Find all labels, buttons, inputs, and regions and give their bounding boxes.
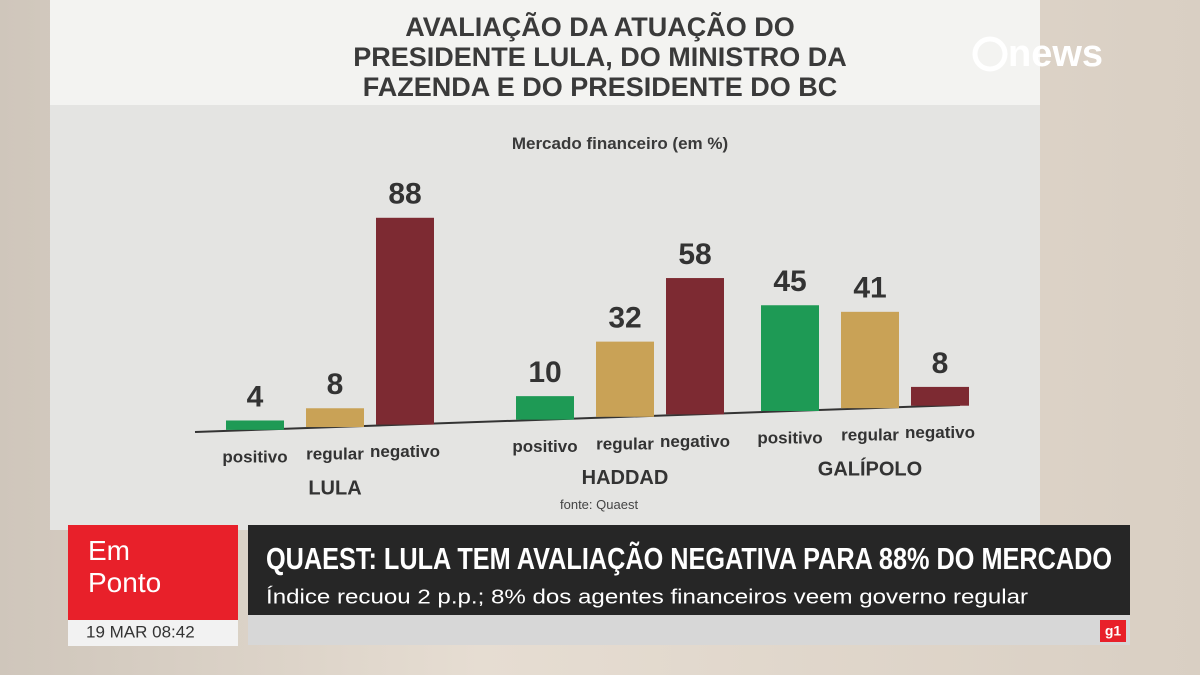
datetime: 19 MAR 08:42 (86, 622, 195, 641)
headline-box (248, 525, 1130, 615)
chart-title: AVALIAÇÃO DA ATUAÇÃO DO PRESIDENTE LULA,… (353, 12, 847, 102)
chart-subtitle: Mercado financeiro (em %) (511, 134, 729, 153)
program-box (68, 525, 238, 620)
series-label: negativo (905, 423, 975, 442)
value-label: 32 (608, 302, 641, 335)
value-label: 10 (528, 356, 561, 389)
series-label: positivo (512, 437, 577, 456)
series-label: regular (841, 426, 899, 445)
value-label: 8 (932, 347, 949, 380)
series-label: regular (596, 434, 654, 453)
value-label: 4 (247, 380, 264, 413)
value-label: 45 (773, 265, 806, 298)
subheadline: Índice recuou 2 p.p.; 8% dos agentes fin… (266, 585, 1028, 608)
value-label: 41 (853, 272, 886, 305)
logo-icon (972, 36, 1008, 72)
bar (226, 420, 284, 430)
group-label: LULA (308, 477, 361, 499)
group-label: HADDAD (582, 467, 669, 489)
brand: g1 (1105, 623, 1122, 639)
bar (376, 217, 434, 425)
value-label: 8 (327, 368, 344, 401)
baseline (194, 404, 961, 433)
time-box (68, 620, 238, 646)
series-label: negativo (370, 442, 440, 461)
bar (596, 341, 654, 417)
headline: QUAEST: LULA TEM AVALIAÇÃO NEGATIVA PARA… (266, 541, 1112, 576)
series-label: regular (306, 445, 364, 464)
bar (761, 305, 819, 411)
group-label: GALÍPOLO (818, 457, 922, 480)
bar (911, 386, 969, 406)
source: fonte: Quaest (560, 497, 639, 512)
logo: news (1008, 33, 1103, 75)
title-area (50, 0, 1040, 105)
bar (666, 278, 724, 415)
series-label: positivo (222, 447, 287, 466)
bar (516, 396, 574, 420)
series-label: positivo (757, 428, 822, 447)
series-label: negativo (660, 432, 730, 451)
program: Em Ponto (88, 535, 161, 598)
value-label: 88 (388, 178, 421, 211)
value-label: 58 (678, 238, 711, 271)
ticker-bar (248, 615, 1130, 645)
bar (841, 311, 899, 409)
bar (306, 408, 364, 428)
brand-box (1100, 620, 1126, 642)
